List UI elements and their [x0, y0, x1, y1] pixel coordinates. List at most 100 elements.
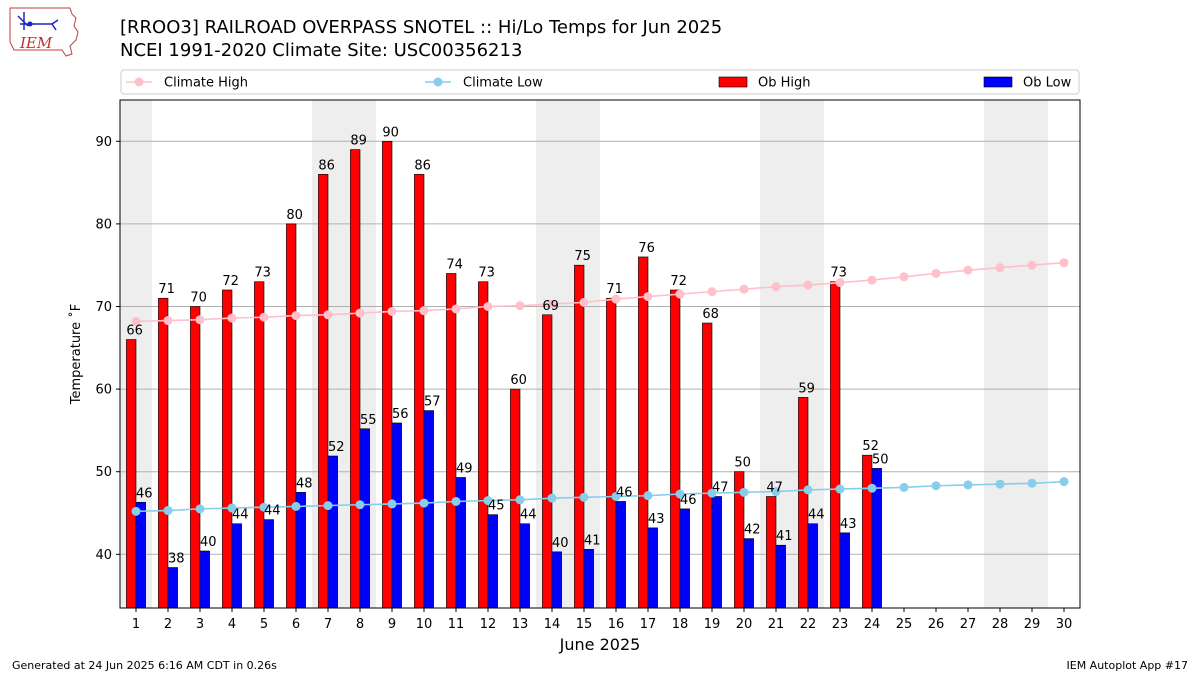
ob-high-label-19: 68	[702, 307, 719, 322]
climate-high-point-14	[547, 299, 557, 309]
climate-low-point-14	[547, 493, 557, 503]
climate-low-point-2	[163, 506, 173, 516]
x-tick-label-16: 16	[608, 617, 625, 632]
ob-high-label-14: 69	[542, 299, 559, 314]
ob-high-label-23: 73	[830, 266, 847, 281]
climate-high-point-18	[675, 289, 685, 299]
ob-high-bar-2	[158, 297, 169, 608]
x-tick-label-8: 8	[356, 617, 364, 632]
ob-high-bar-9	[382, 141, 393, 608]
ob-high-label-10: 86	[414, 158, 431, 173]
climate-low-point-29	[1027, 478, 1037, 488]
ob-high-bar-19	[702, 322, 713, 608]
x-tick-label-9: 9	[388, 617, 396, 632]
x-tick-label-24: 24	[864, 617, 881, 632]
ob-high-bar-15	[574, 264, 585, 608]
ob-low-bar-21	[775, 544, 786, 608]
climate-high-point-23	[835, 278, 845, 288]
climate-low-point-27	[963, 480, 973, 490]
ob-high-label-8: 89	[350, 134, 367, 149]
ob-low-bar-22	[807, 523, 818, 608]
climate-low-point-8	[355, 500, 365, 510]
climate-low-point-1	[131, 506, 141, 516]
x-tick-label-4: 4	[228, 617, 236, 632]
ob-low-bar-18	[679, 508, 690, 608]
climate-high-point-24	[867, 275, 877, 285]
iem-logo: IEM	[9, 7, 79, 57]
x-tick-label-27: 27	[960, 617, 977, 632]
ob-high-bar-14	[542, 314, 553, 608]
y-tick-label-70: 70	[95, 300, 112, 315]
ob-high-bar-22	[798, 397, 809, 608]
ob-low-bar-1	[135, 501, 146, 608]
ob-low-label-24: 50	[872, 452, 889, 467]
x-tick-label-11: 11	[448, 617, 465, 632]
ob-high-bar-5	[254, 281, 265, 608]
ob-low-label-22: 44	[808, 508, 825, 523]
chart-title: [RROO3] RAILROAD OVERPASS SNOTEL :: Hi/L…	[120, 17, 723, 38]
ob-high-bar-11	[446, 273, 457, 608]
legend-ob-low-swatch	[983, 76, 1013, 88]
climate-high-point-10	[419, 306, 429, 316]
climate-low-point-24	[867, 483, 877, 493]
climate-high-point-17	[643, 292, 653, 302]
climate-low-point-4	[227, 503, 237, 513]
climate-low-point-15	[579, 492, 589, 502]
ob-low-bar-9	[391, 422, 402, 608]
climate-high-point-3	[195, 315, 205, 325]
x-tick-label-23: 23	[832, 617, 849, 632]
y-tick-label-60: 60	[95, 383, 112, 398]
ob-low-label-2: 38	[168, 552, 185, 567]
climate-high-point-12	[483, 302, 493, 312]
x-tick-label-21: 21	[768, 617, 785, 632]
x-tick-label-6: 6	[292, 617, 300, 632]
y-tick-label-80: 80	[95, 217, 112, 232]
climate-low-point-19	[707, 488, 717, 498]
climate-low-point-9	[387, 499, 397, 509]
ob-low-label-10: 57	[424, 395, 441, 410]
ob-high-label-20: 50	[734, 456, 751, 471]
ob-low-bar-7	[327, 455, 338, 608]
ob-low-label-11: 49	[456, 461, 473, 476]
climate-low-point-20	[739, 487, 749, 497]
x-tick-label-20: 20	[736, 617, 753, 632]
ob-high-bar-10	[414, 174, 425, 608]
x-axis-label: June 2025	[559, 635, 641, 654]
x-tick-label-28: 28	[992, 617, 1009, 632]
ob-high-label-22: 59	[798, 381, 815, 396]
ob-high-label-1: 66	[126, 324, 143, 339]
climate-high-point-15	[579, 297, 589, 307]
ob-low-label-18: 46	[680, 493, 697, 508]
climate-high-point-2	[163, 316, 173, 326]
logo-text: IEM	[19, 34, 53, 52]
legend-climate-low-marker	[433, 77, 443, 87]
legend-ob-low-label: Ob Low	[1023, 76, 1072, 91]
ob-high-bar-21	[766, 496, 777, 608]
x-tick-label-19: 19	[704, 617, 721, 632]
ob-high-label-6: 80	[286, 208, 303, 223]
sensor-dot-icon	[27, 21, 33, 27]
ob-low-label-8: 55	[360, 413, 377, 428]
climate-low-point-6	[291, 501, 301, 511]
climate-high-point-19	[707, 287, 717, 297]
ob-high-label-12: 73	[478, 266, 495, 281]
y-tick-label-50: 50	[95, 465, 112, 480]
climate-low-point-16	[611, 491, 621, 501]
ob-high-label-2: 71	[158, 282, 175, 297]
climate-low-point-22	[803, 485, 813, 495]
ob-low-label-3: 40	[200, 535, 217, 550]
climate-low-point-17	[643, 491, 653, 501]
x-tick-label-5: 5	[260, 617, 268, 632]
ob-low-label-5: 44	[264, 504, 281, 519]
x-tick-label-30: 30	[1056, 617, 1073, 632]
y-tick-label-90: 90	[95, 135, 112, 150]
ob-high-bar-6	[286, 223, 297, 608]
climate-high-point-6	[291, 311, 301, 321]
x-tick-label-29: 29	[1024, 617, 1041, 632]
climate-high-point-26	[931, 268, 941, 278]
x-tick-label-7: 7	[324, 617, 332, 632]
x-tick-label-2: 2	[164, 617, 172, 632]
climate-high-point-13	[515, 301, 525, 311]
legend-climate-high-marker	[134, 77, 144, 87]
